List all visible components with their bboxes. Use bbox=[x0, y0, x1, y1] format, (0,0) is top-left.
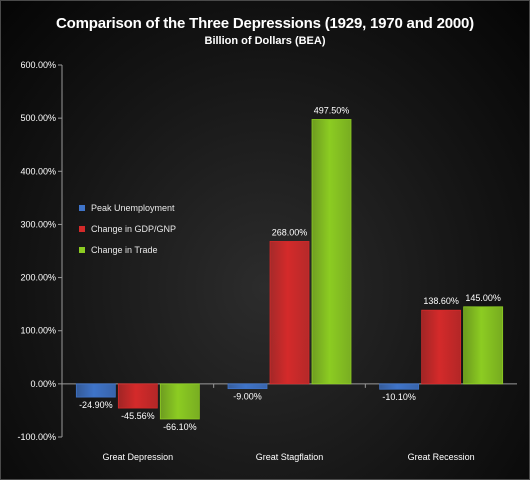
data-label: -24.90% bbox=[79, 400, 113, 410]
x-tick-label: Great Recession bbox=[408, 452, 475, 462]
data-label: -45.56% bbox=[121, 411, 155, 421]
legend-marker bbox=[79, 246, 85, 253]
y-tick-label: 300.00% bbox=[20, 219, 56, 229]
legend: Peak Unemployment Change in GDP/GNP Change… bbox=[79, 197, 176, 260]
legend-label: Peak Unemployment bbox=[91, 202, 175, 213]
data-label: -9.00% bbox=[233, 392, 262, 402]
y-tick-label: 200.00% bbox=[20, 273, 56, 283]
y-tick-label: 500.00% bbox=[20, 113, 56, 123]
bar bbox=[75, 383, 116, 398]
y-tick-label: -100.00% bbox=[17, 432, 56, 442]
y-tick-label: 400.00% bbox=[20, 166, 56, 176]
bar bbox=[117, 383, 158, 409]
legend-marker bbox=[79, 204, 85, 211]
data-label: 268.00% bbox=[272, 227, 308, 237]
bar bbox=[421, 309, 462, 385]
bar bbox=[159, 383, 200, 420]
x-tick-label: Great Stagflation bbox=[256, 452, 324, 462]
y-tick-label: 100.00% bbox=[20, 326, 56, 336]
legend-item: Change in GDP/GNP bbox=[79, 218, 176, 239]
y-tick-label: 600.00% bbox=[20, 60, 56, 70]
data-label: 497.50% bbox=[314, 105, 350, 115]
legend-marker bbox=[79, 225, 85, 232]
bar bbox=[463, 306, 504, 385]
legend-label: Change in Trade bbox=[91, 244, 158, 255]
bar bbox=[227, 383, 268, 390]
legend-item: Peak Unemployment bbox=[79, 197, 176, 218]
data-label: -10.10% bbox=[382, 392, 416, 402]
legend-label: Change in GDP/GNP bbox=[91, 223, 177, 234]
data-label: 145.00% bbox=[465, 293, 501, 303]
chart-title: Comparison of the Three Depressions (192… bbox=[56, 15, 474, 32]
bar bbox=[311, 119, 352, 385]
chart-subtitle: Billion of Dollars (BEA) bbox=[204, 35, 326, 47]
data-label: -66.10% bbox=[163, 422, 197, 432]
bar bbox=[269, 241, 310, 385]
bar bbox=[379, 383, 420, 390]
x-tick-label: Great Depression bbox=[103, 452, 174, 462]
y-tick-label: 0.00% bbox=[30, 379, 56, 389]
data-label: 138.60% bbox=[423, 296, 459, 306]
legend-item: Change in Trade bbox=[79, 239, 176, 260]
